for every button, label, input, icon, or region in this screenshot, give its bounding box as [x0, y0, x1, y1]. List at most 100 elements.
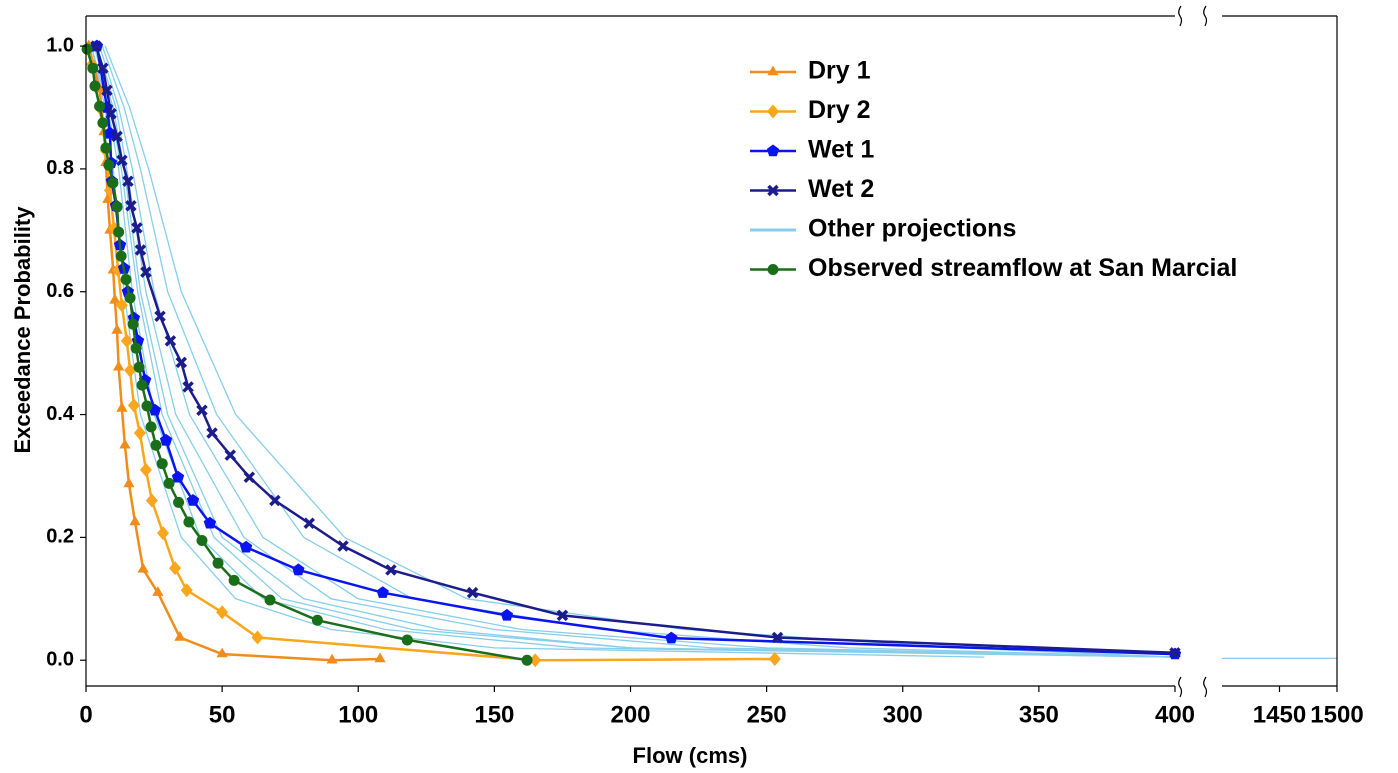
marker [137, 562, 149, 573]
marker [119, 438, 131, 449]
marker [206, 427, 218, 439]
frame [85, 5, 1338, 698]
projection-line [101, 45, 1176, 658]
marker [127, 398, 140, 413]
marker [665, 631, 678, 644]
marker [97, 62, 109, 74]
marker [134, 244, 147, 256]
legend-label: Dry 2 [808, 96, 871, 124]
x-tick-label: 1500 [1310, 701, 1363, 728]
marker [154, 310, 166, 323]
x-tick-label: 50 [209, 701, 236, 728]
marker [556, 609, 569, 622]
x-tick-label: 300 [883, 701, 923, 728]
marker [81, 43, 93, 55]
marker [120, 333, 133, 348]
x-tick-label: 150 [474, 701, 514, 728]
marker [771, 631, 784, 644]
x-tick-label: 1450 [1253, 701, 1306, 728]
marker [466, 586, 479, 599]
series-line [95, 45, 1176, 656]
y-tick-label: 1.0 [46, 34, 74, 56]
marker [125, 200, 137, 212]
marker [89, 80, 101, 92]
marker [239, 540, 253, 553]
marker [159, 433, 173, 446]
marker [164, 335, 177, 347]
marker [157, 526, 170, 541]
series-line [85, 48, 528, 662]
marker [127, 318, 139, 330]
marker [374, 652, 386, 663]
marker [97, 117, 109, 129]
axis-break [1178, 676, 1208, 698]
marker [111, 130, 123, 143]
marker [105, 107, 117, 120]
marker [101, 84, 113, 97]
marker [139, 462, 152, 477]
marker [1169, 647, 1181, 659]
marker [87, 62, 99, 74]
marker [140, 266, 152, 278]
marker [500, 608, 514, 621]
marker [180, 583, 193, 598]
marker [196, 534, 208, 546]
legend-label: Wet 1 [808, 136, 874, 164]
legend-label: Dry 1 [808, 57, 871, 85]
marker [175, 356, 188, 369]
marker [183, 516, 195, 528]
marker [130, 342, 142, 354]
marker [131, 222, 143, 234]
marker [212, 557, 224, 569]
projection-line [96, 45, 1176, 658]
marker [90, 40, 102, 52]
marker [94, 100, 106, 112]
series-line [94, 45, 1176, 655]
legend-label: Observed streamflow at San Marcial [808, 254, 1237, 282]
marker [115, 298, 128, 313]
marker [133, 425, 146, 440]
projection-line [104, 45, 1176, 658]
marker [269, 494, 281, 507]
y-tick-label: 0.8 [46, 157, 74, 179]
series-line [90, 64, 775, 662]
marker [136, 379, 148, 391]
legend-label: Wet 2 [808, 175, 874, 203]
marker [150, 439, 162, 451]
y-tick-label: 0.6 [46, 280, 74, 302]
marker [171, 470, 185, 483]
marker [145, 421, 157, 433]
marker [123, 477, 135, 488]
x-tick-label: 350 [1019, 701, 1059, 728]
marker [196, 404, 208, 416]
marker [163, 477, 175, 489]
marker [113, 360, 125, 371]
marker [303, 517, 315, 529]
y-tick-label: 0.4 [46, 403, 75, 425]
legend-marker [766, 144, 780, 157]
marker [173, 496, 185, 508]
marker [228, 574, 240, 586]
marker [224, 449, 237, 461]
legend-label: Other projections [808, 215, 1016, 243]
marker [116, 154, 128, 167]
x-tick-label: 100 [338, 701, 378, 728]
marker [186, 494, 200, 506]
marker [203, 516, 217, 529]
marker [111, 201, 123, 213]
marker [103, 126, 117, 139]
marker [401, 634, 413, 646]
x-tick-label: 250 [747, 701, 787, 728]
x-tick-label: 200 [610, 701, 650, 728]
projection-line [93, 45, 1176, 658]
marker [152, 586, 164, 596]
marker [529, 653, 542, 668]
marker [124, 363, 137, 378]
marker [216, 647, 228, 658]
marker [385, 564, 397, 576]
marker [141, 400, 153, 412]
y-axis-title: Exceedance Probability [10, 206, 35, 454]
marker [337, 540, 349, 552]
marker [264, 594, 276, 606]
